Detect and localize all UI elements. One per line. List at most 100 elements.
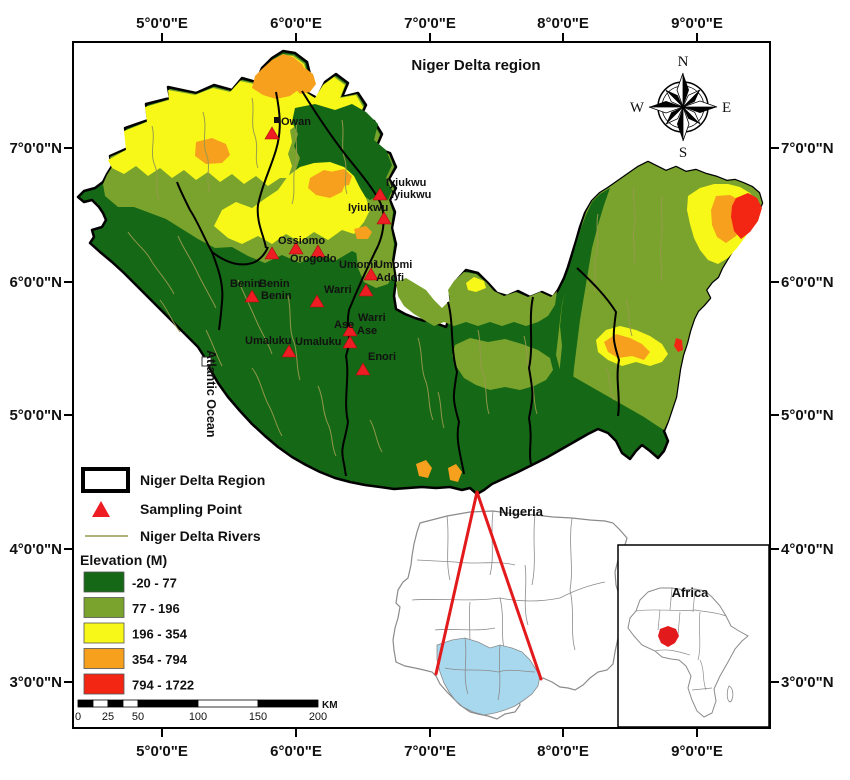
africa-inset-label: Africa (672, 585, 710, 600)
scale-bar-tick-label: 100 (189, 711, 207, 723)
axis-layer: 5°0'0"E 5°0'0"E 6°0'0"E 6°0'0"E 7°0'0"E 7°0'0… (9, 15, 833, 760)
legend-region-swatch (81, 467, 130, 493)
sampling-point-label: Umaluku (295, 336, 341, 348)
scale-bar-tick-label: 50 (132, 711, 144, 723)
sampling-point-label: Ase (357, 325, 377, 337)
sampling-point-label: Ossiomo (278, 235, 325, 247)
legend-region-label: Niger Delta Region (140, 472, 265, 488)
sampling-point-label: Iyiukwu (348, 202, 388, 214)
sampling-point-label: Umomi (339, 259, 376, 271)
x-axis-label-bottom: 8°0'0"E (537, 743, 589, 760)
elevation-range-label: 77 - 196 (132, 601, 180, 616)
scale-bar-segment (77, 699, 94, 708)
y-axis-label-left: 3°0'0"N (9, 674, 62, 691)
y-axis-label-left: 4°0'0"N (9, 541, 62, 558)
elevation-swatch (83, 648, 125, 669)
nigeria-inset-label: Nigeria (499, 504, 544, 519)
nigeria-inset-map: Nigeria (392, 504, 628, 720)
scale-bar-segment (257, 699, 319, 708)
elevation-swatch (83, 597, 125, 618)
scale-bar-segment (92, 699, 109, 708)
x-axis-label-bottom: 7°0'0"E (404, 743, 456, 760)
y-axis-label-right: 7°0'0"N (781, 140, 834, 157)
sampling-point-label: Umaluku (245, 335, 291, 347)
sampling-point-label: Iyiukwu (391, 189, 431, 201)
sampling-point-label: Owan (281, 116, 311, 128)
sampling-point-triangle (342, 335, 358, 349)
legend-sampling-triangle (92, 501, 110, 517)
owan-town-square (274, 117, 280, 123)
sampling-point-label: Iyiukwu (386, 177, 426, 189)
sampling-point-label: Benin (230, 278, 261, 290)
y-axis-label-right: 4°0'0"N (781, 541, 834, 558)
x-axis-label-bottom: 9°0'0"E (671, 743, 723, 760)
elevation-range-label: -20 - 77 (132, 576, 177, 591)
sampling-point-label: Benin (261, 290, 292, 302)
sampling-point-triangle (358, 283, 374, 297)
scale-bar-segment (197, 699, 259, 708)
compass-south-label: S (679, 145, 687, 161)
legend-elevation-classes: -20 - 77 77 - 196 196 - 354 354 - 794 794 - … (83, 571, 194, 695)
sampling-point-label: Warri (324, 284, 352, 296)
x-axis-label-bottom: 6°0'0"E (270, 743, 322, 760)
sampling-point-label: Umomi (375, 259, 412, 271)
sampling-point-label: Ase (334, 319, 354, 331)
sampling-point-triangle (355, 362, 371, 376)
elevation-range-label: 196 - 354 (132, 627, 188, 642)
sampling-point-triangle (244, 289, 260, 303)
x-axis-label-top: 6°0'0"E (270, 15, 322, 32)
scale-bar-unit: KM (322, 700, 338, 711)
y-axis-label-left: 7°0'0"N (9, 140, 62, 157)
scale-bar-tick-label: 0 (75, 711, 81, 723)
y-axis-label-right: 6°0'0"N (781, 274, 834, 291)
coast-marker-box (201, 356, 212, 367)
sampling-point-label: Adofi (376, 272, 404, 284)
scale-bar: 0 25 50 100 150 200 (75, 699, 327, 723)
sampling-point-label: Enori (368, 351, 396, 363)
sampling-point-label: Warri (358, 312, 386, 324)
y-axis-label-left: 5°0'0"N (9, 407, 62, 424)
sampling-point-triangle (363, 267, 379, 281)
y-axis-label-left: 6°0'0"N (9, 274, 62, 291)
legend-elevation-title: Elevation (M) (80, 552, 167, 568)
niger-delta-rivers-lines (127, 97, 663, 457)
scale-bar-segment (122, 699, 139, 708)
x-axis-label-top: 8°0'0"E (537, 15, 589, 32)
compass-west-label: W (630, 100, 645, 116)
elevation-swatch (83, 622, 125, 644)
x-axis-label-top: 9°0'0"E (671, 15, 723, 32)
elevation-swatch (83, 571, 125, 593)
legend-sampling-label: Sampling Point (140, 501, 242, 517)
y-axis-label-right: 3°0'0"N (781, 674, 834, 691)
sampling-point-triangle (310, 244, 326, 258)
scale-bar-tick-label: 150 (249, 711, 267, 723)
y-axis-label-right: 5°0'0"N (781, 407, 834, 424)
sampling-point-label: Orogodo (290, 253, 337, 265)
x-axis-label-top: 7°0'0"E (404, 15, 456, 32)
sampling-points-layer (244, 126, 392, 376)
legend: Niger Delta Region Sampling Point Niger … (80, 467, 265, 695)
sampling-point-triangle (372, 187, 388, 201)
nigeria-highlight (658, 626, 679, 647)
sampling-point-triangle (288, 241, 304, 255)
sampling-point-triangle (264, 246, 280, 260)
inset-connector-lines (434, 490, 543, 681)
scale-bar-tick-label: 200 (309, 711, 327, 723)
scale-bar-segment (137, 699, 199, 708)
elevation-swatch (83, 673, 125, 695)
africa-inset-map: Africa (617, 544, 770, 728)
compass-rose-icon: N S E W (630, 54, 731, 161)
atlantic-ocean-label: Atlantic Ocean (204, 350, 218, 438)
sampling-point-triangle (309, 294, 325, 308)
x-axis-label-bottom: 5°0'0"E (136, 743, 188, 760)
compass-east-label: E (722, 100, 731, 116)
legend-rivers-label: Niger Delta Rivers (140, 528, 261, 544)
map-title: Niger Delta region (411, 57, 540, 74)
sampling-point-triangle (281, 344, 297, 358)
x-axis-label-top: 5°0'0"E (136, 15, 188, 32)
sampling-point-label: Benin (259, 278, 290, 290)
scale-bar-segment (107, 699, 124, 708)
compass-north-label: N (678, 54, 689, 70)
